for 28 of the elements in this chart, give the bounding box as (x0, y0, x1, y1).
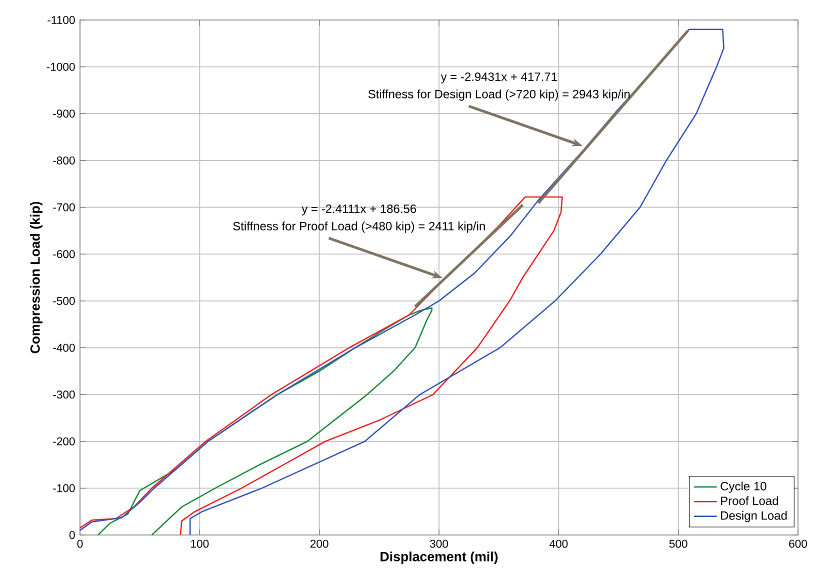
x-tick-label: 200 (310, 540, 328, 548)
annotation: y = -2.9431x + 417.71 (440, 72, 557, 84)
y-tick-label: -1100 (48, 16, 75, 24)
y-tick-label: -700 (53, 203, 75, 212)
x-tick-label: 600 (789, 540, 808, 548)
legend-label: Design Load (721, 510, 787, 522)
x-tick-label: 0 (77, 540, 83, 548)
y-tick-label: -100 (53, 484, 75, 492)
x-tick-label: 400 (549, 540, 568, 548)
x-tick-label: 100 (191, 540, 209, 548)
y-tick-label: -1000 (46, 62, 75, 71)
y-tick-label: -800 (53, 156, 75, 164)
annotation: Stiffness for Proof Load (>480 kip) = 2411 kip/in (233, 222, 485, 233)
y-tick-label: -200 (53, 437, 75, 446)
x-axis-title: Displacement (mil) (380, 552, 498, 564)
y-tick-label: -400 (53, 344, 75, 352)
x-tick-label: 300 (430, 540, 448, 548)
annotation: Stiffness for Design Load (>720 kip) = 2943 kip/in (368, 90, 630, 101)
x-tick-label: 500 (669, 540, 688, 548)
y-tick-label: -900 (53, 110, 75, 118)
legend-label: Cycle 10 (720, 482, 766, 493)
y-tick-label: -600 (53, 250, 75, 258)
y-tick-label: -300 (53, 390, 75, 399)
legend-label: Proof Load (721, 496, 778, 506)
y-tick-label: -500 (53, 296, 75, 305)
y-axis-title: Compression Load (kip) (30, 202, 42, 354)
annotation: y = -2.4111x + 186.56 (302, 204, 416, 216)
y-tick-label: 0 (69, 531, 75, 540)
